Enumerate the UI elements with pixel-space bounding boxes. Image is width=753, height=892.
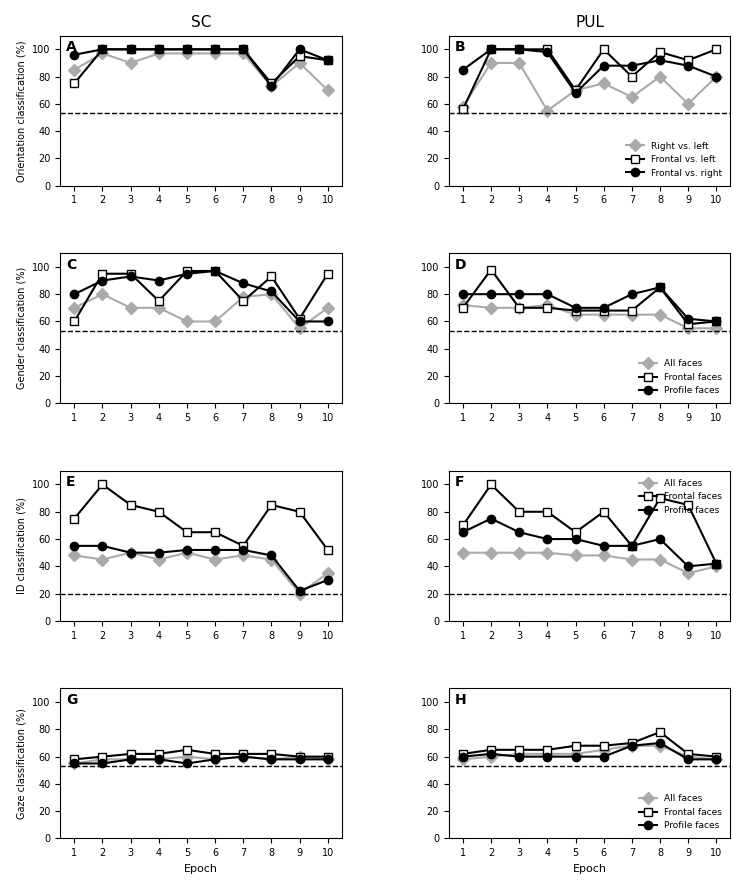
Text: A: A: [66, 40, 77, 54]
X-axis label: Epoch: Epoch: [572, 863, 607, 874]
Text: E: E: [66, 475, 75, 490]
Title: PUL: PUL: [575, 15, 604, 30]
Text: G: G: [66, 693, 78, 707]
Legend: All faces, Frontal faces, Profile faces: All faces, Frontal faces, Profile faces: [636, 790, 726, 834]
Text: F: F: [455, 475, 464, 490]
Text: B: B: [455, 40, 465, 54]
Y-axis label: Orientation classification (%): Orientation classification (%): [17, 40, 26, 181]
Text: H: H: [455, 693, 466, 707]
Legend: All faces, Frontal faces, Profile faces: All faces, Frontal faces, Profile faces: [636, 356, 726, 399]
Text: D: D: [455, 258, 466, 272]
Legend: Right vs. left, Frontal vs. left, Frontal vs. right: Right vs. left, Frontal vs. left, Fronta…: [622, 138, 726, 181]
Y-axis label: Gaze classification (%): Gaze classification (%): [17, 708, 26, 819]
Y-axis label: Gender classification (%): Gender classification (%): [17, 268, 26, 390]
Text: C: C: [66, 258, 76, 272]
Title: SC: SC: [191, 15, 212, 30]
Legend: All faces, Frontal faces, Profile faces: All faces, Frontal faces, Profile faces: [636, 475, 726, 518]
Y-axis label: ID classification (%): ID classification (%): [17, 498, 26, 594]
X-axis label: Epoch: Epoch: [184, 863, 218, 874]
